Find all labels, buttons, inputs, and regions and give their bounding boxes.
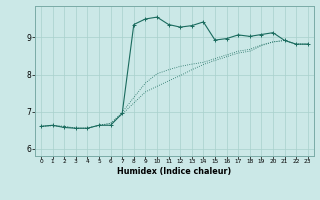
- X-axis label: Humidex (Indice chaleur): Humidex (Indice chaleur): [117, 167, 232, 176]
